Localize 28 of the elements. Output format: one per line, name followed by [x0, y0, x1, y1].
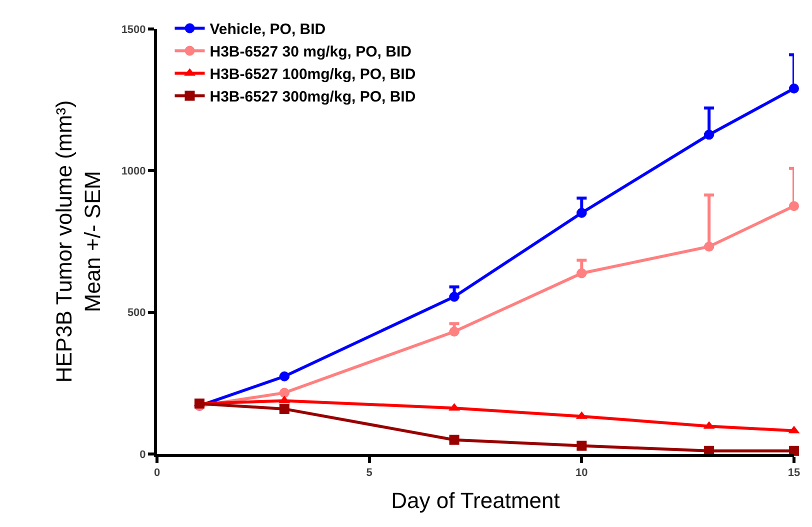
- legend-label: H3B-6527 300mg/kg, PO, BID: [210, 88, 416, 106]
- point: [704, 242, 714, 252]
- point: [576, 208, 587, 218]
- y-tick-label: 500: [127, 307, 146, 320]
- y-tick-label: 0: [140, 448, 146, 461]
- point: [704, 130, 714, 140]
- legend-label: Vehicle, PO, BID: [210, 21, 326, 38]
- x-tick-label: 10: [576, 467, 588, 480]
- y-tick-label: 1500: [121, 24, 146, 36]
- x-tick-label: 0: [154, 467, 160, 480]
- x-tick-label: 5: [366, 467, 372, 480]
- y-tick-label: 1000: [121, 166, 146, 178]
- point: [789, 446, 799, 456]
- point: [279, 371, 290, 382]
- point: [449, 292, 460, 302]
- y-axis-title: HEP3B Tumor volume (mm³) Mean +/- SEM: [52, 100, 106, 383]
- legend-label: H3B-6527 30 mg/kg, PO, BID: [210, 44, 412, 61]
- point: [449, 326, 460, 337]
- x-tick-label: 15: [788, 467, 800, 480]
- point: [576, 268, 587, 278]
- point: [279, 404, 290, 414]
- x-axis-title: Day of Treatment: [391, 488, 560, 514]
- point: [576, 440, 587, 451]
- point: [789, 201, 799, 212]
- legend-label: H3B-6527 100mg/kg, PO, BID: [210, 66, 416, 84]
- point: [449, 434, 460, 445]
- point: [279, 388, 290, 398]
- point: [789, 84, 799, 94]
